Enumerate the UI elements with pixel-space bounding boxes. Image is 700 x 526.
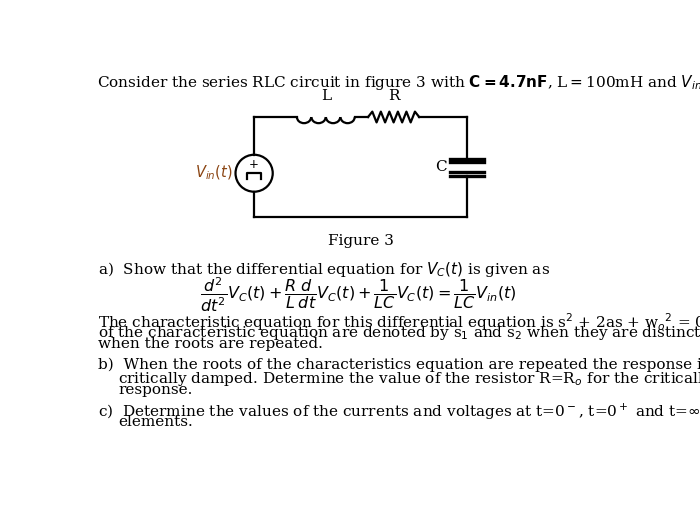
Text: R: R [388, 89, 400, 103]
Text: C: C [435, 160, 447, 174]
Text: c)  Determine the values of the currents and voltages at t=0$^-$, t=0$^+$ and t=: c) Determine the values of the currents … [98, 402, 700, 422]
Text: Figure 3: Figure 3 [328, 234, 393, 248]
Text: $V_{in}(t)$: $V_{in}(t)$ [195, 164, 232, 183]
Text: +: + [249, 158, 259, 171]
Text: The characteristic equation for this differential equation is s$^2$ + 2as + w$_o: The characteristic equation for this dif… [98, 311, 700, 333]
Text: critically damped. Determine the value of the resistor R=R$_o$ for the criticall: critically damped. Determine the value o… [118, 370, 700, 388]
Text: L: L [321, 89, 331, 103]
Text: when the roots are repeated.: when the roots are repeated. [98, 337, 323, 351]
Text: elements.: elements. [118, 415, 193, 429]
Text: response.: response. [118, 383, 193, 398]
Text: Consider the series RLC circuit in figure 3 with $\mathbf{C{=}4.7nF}$, L$=$100mH: Consider the series RLC circuit in figur… [97, 74, 700, 95]
Text: of the characteristic equation are denoted by s$_1$ and s$_2$ when they are dist: of the characteristic equation are denot… [98, 324, 700, 342]
Text: a)  Show that the differential equation for $V_C(t)$ is given as: a) Show that the differential equation f… [98, 260, 550, 279]
Text: b)  When the roots of the characteristics equation are repeated the response is : b) When the roots of the characteristics… [98, 357, 700, 372]
Text: $\dfrac{d^2}{dt^2}V_C(t)+\dfrac{R}{L}\dfrac{d}{dt}V_C(t)+\dfrac{1}{LC}V_C(t)=\df: $\dfrac{d^2}{dt^2}V_C(t)+\dfrac{R}{L}\df… [200, 276, 517, 314]
